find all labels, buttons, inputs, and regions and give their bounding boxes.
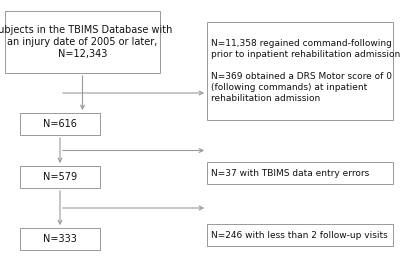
FancyBboxPatch shape [20, 228, 100, 250]
FancyBboxPatch shape [20, 113, 100, 135]
Text: N=246 with less than 2 follow-up visits: N=246 with less than 2 follow-up visits [211, 230, 388, 240]
FancyBboxPatch shape [207, 224, 393, 246]
FancyBboxPatch shape [207, 22, 393, 120]
Text: N=579: N=579 [43, 172, 77, 182]
Text: N=616: N=616 [43, 119, 77, 129]
Text: Subjects in the TBIMS Database with
an injury date of 2005 or later,
N=12,343: Subjects in the TBIMS Database with an i… [0, 25, 173, 59]
Text: N=11,358 regained command-following
prior to inpatient rehabilitation admission
: N=11,358 regained command-following prio… [211, 39, 400, 103]
Text: N=37 with TBIMS data entry errors: N=37 with TBIMS data entry errors [211, 169, 369, 177]
FancyBboxPatch shape [20, 166, 100, 188]
FancyBboxPatch shape [5, 11, 160, 73]
Text: N=333: N=333 [43, 234, 77, 244]
FancyBboxPatch shape [207, 162, 393, 184]
